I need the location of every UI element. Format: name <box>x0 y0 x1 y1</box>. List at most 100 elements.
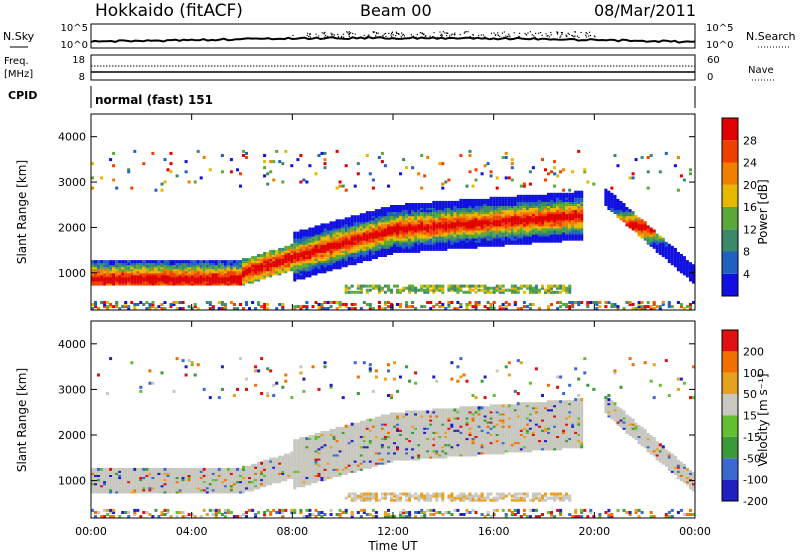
heatmap-cell <box>486 211 490 215</box>
heatmap-cell <box>453 286 457 290</box>
heatmap-cell <box>181 480 185 484</box>
heatmap-cell <box>145 476 149 480</box>
heatmap-cell <box>471 203 475 206</box>
heatmap-cell <box>335 239 339 243</box>
heatmap-cell <box>411 215 415 219</box>
heatmap-cell <box>646 233 650 237</box>
heatmap-cell <box>220 467 224 471</box>
heatmap-cell <box>127 472 131 475</box>
heatmap-cell <box>459 209 463 213</box>
heatmap-cell <box>329 237 333 241</box>
heatmap-cell <box>447 286 451 290</box>
heatmap-cell <box>335 241 339 245</box>
heatmap-cell <box>172 389 176 393</box>
heatmap-cell <box>655 239 659 243</box>
heatmap-cell <box>383 211 387 215</box>
heatmap-cell <box>242 270 245 274</box>
heatmap-cell <box>489 231 493 235</box>
heatmap-cell <box>516 211 520 215</box>
heatmap-cell <box>296 243 300 247</box>
heatmap-cell <box>169 478 173 482</box>
heatmap-cell <box>308 258 312 262</box>
heatmap-cell <box>380 219 384 223</box>
heatmap-cell <box>317 241 321 245</box>
heatmap-cell <box>97 486 100 490</box>
heatmap-cell <box>356 247 360 251</box>
heatmap-cell <box>317 256 321 260</box>
heatmap-cell <box>495 219 499 223</box>
heatmap-cell <box>368 233 372 237</box>
heatmap-cell <box>408 215 412 219</box>
heatmap-cell <box>383 213 387 217</box>
heatmap-cell <box>525 198 529 202</box>
heatmap-cell <box>559 286 563 290</box>
heatmap-cell <box>417 213 421 217</box>
heatmap-cell <box>571 225 575 229</box>
heatmap-cell <box>302 249 306 253</box>
heatmap-cell <box>296 252 300 255</box>
heatmap-cell <box>411 227 415 231</box>
heatmap-cell <box>676 260 680 264</box>
heatmap-cell <box>184 490 188 494</box>
heatmap-cell <box>236 274 239 278</box>
heatmap-cell <box>142 268 146 272</box>
heatmap-cell <box>495 209 499 213</box>
heatmap-cell <box>157 486 161 490</box>
heatmap-cell <box>498 205 502 208</box>
heatmap-cell <box>534 200 538 204</box>
heatmap-cell <box>528 170 532 174</box>
heatmap-cell <box>531 196 535 200</box>
heatmap-cell <box>649 227 653 231</box>
heatmap-cell <box>169 472 173 475</box>
heatmap-cell <box>538 207 541 211</box>
heatmap-cell <box>613 305 617 309</box>
heatmap-cell <box>393 233 396 237</box>
noise-search-point <box>588 35 590 37</box>
heatmap-cell <box>148 480 152 484</box>
heatmap-cell <box>640 223 644 227</box>
heatmap-cell <box>682 260 686 264</box>
heatmap-cell <box>205 476 209 480</box>
heatmap-cell <box>387 231 390 235</box>
heatmap-cell <box>390 288 393 292</box>
heatmap-cell <box>211 472 215 475</box>
noise-search-point <box>396 32 398 35</box>
heatmap-cell <box>272 264 276 268</box>
noise-search-point <box>594 36 596 38</box>
heatmap-cell <box>365 154 369 157</box>
heatmap-cell <box>236 282 239 286</box>
heatmap-cell <box>329 254 333 257</box>
heatmap-cell <box>118 266 122 270</box>
heatmap-cell <box>522 229 526 233</box>
noise-search-point <box>586 33 588 35</box>
heatmap-cell <box>229 476 233 480</box>
heatmap-cell <box>329 301 333 304</box>
heatmap-cell <box>236 472 239 475</box>
heatmap-cell <box>223 486 227 490</box>
heatmap-cell <box>477 284 481 288</box>
heatmap-cell <box>399 231 402 235</box>
heatmap-cell <box>94 469 97 473</box>
heatmap-cell <box>91 490 94 494</box>
heatmap-cell <box>492 290 496 294</box>
heatmap-cell <box>232 278 236 282</box>
heatmap-cell <box>438 200 442 204</box>
heatmap-cell <box>616 213 620 217</box>
heatmap-cell <box>338 180 342 184</box>
heatmap-cell <box>254 272 258 276</box>
heatmap-cell <box>112 484 116 488</box>
heatmap-cell <box>483 243 487 247</box>
heatmap-cell <box>453 239 457 243</box>
heatmap-cell <box>453 288 457 292</box>
heatmap-cell <box>628 301 632 304</box>
heatmap-cell <box>577 227 581 231</box>
heatmap-cell <box>528 237 532 241</box>
heatmap-cell <box>501 207 505 211</box>
heatmap-cell <box>371 241 375 245</box>
heatmap-cell <box>519 184 523 188</box>
heatmap-cell <box>380 217 384 221</box>
heatmap-cell <box>492 217 496 221</box>
heatmap-cell <box>371 233 375 237</box>
heatmap-cell <box>97 469 100 473</box>
heatmap-cell <box>124 282 128 286</box>
